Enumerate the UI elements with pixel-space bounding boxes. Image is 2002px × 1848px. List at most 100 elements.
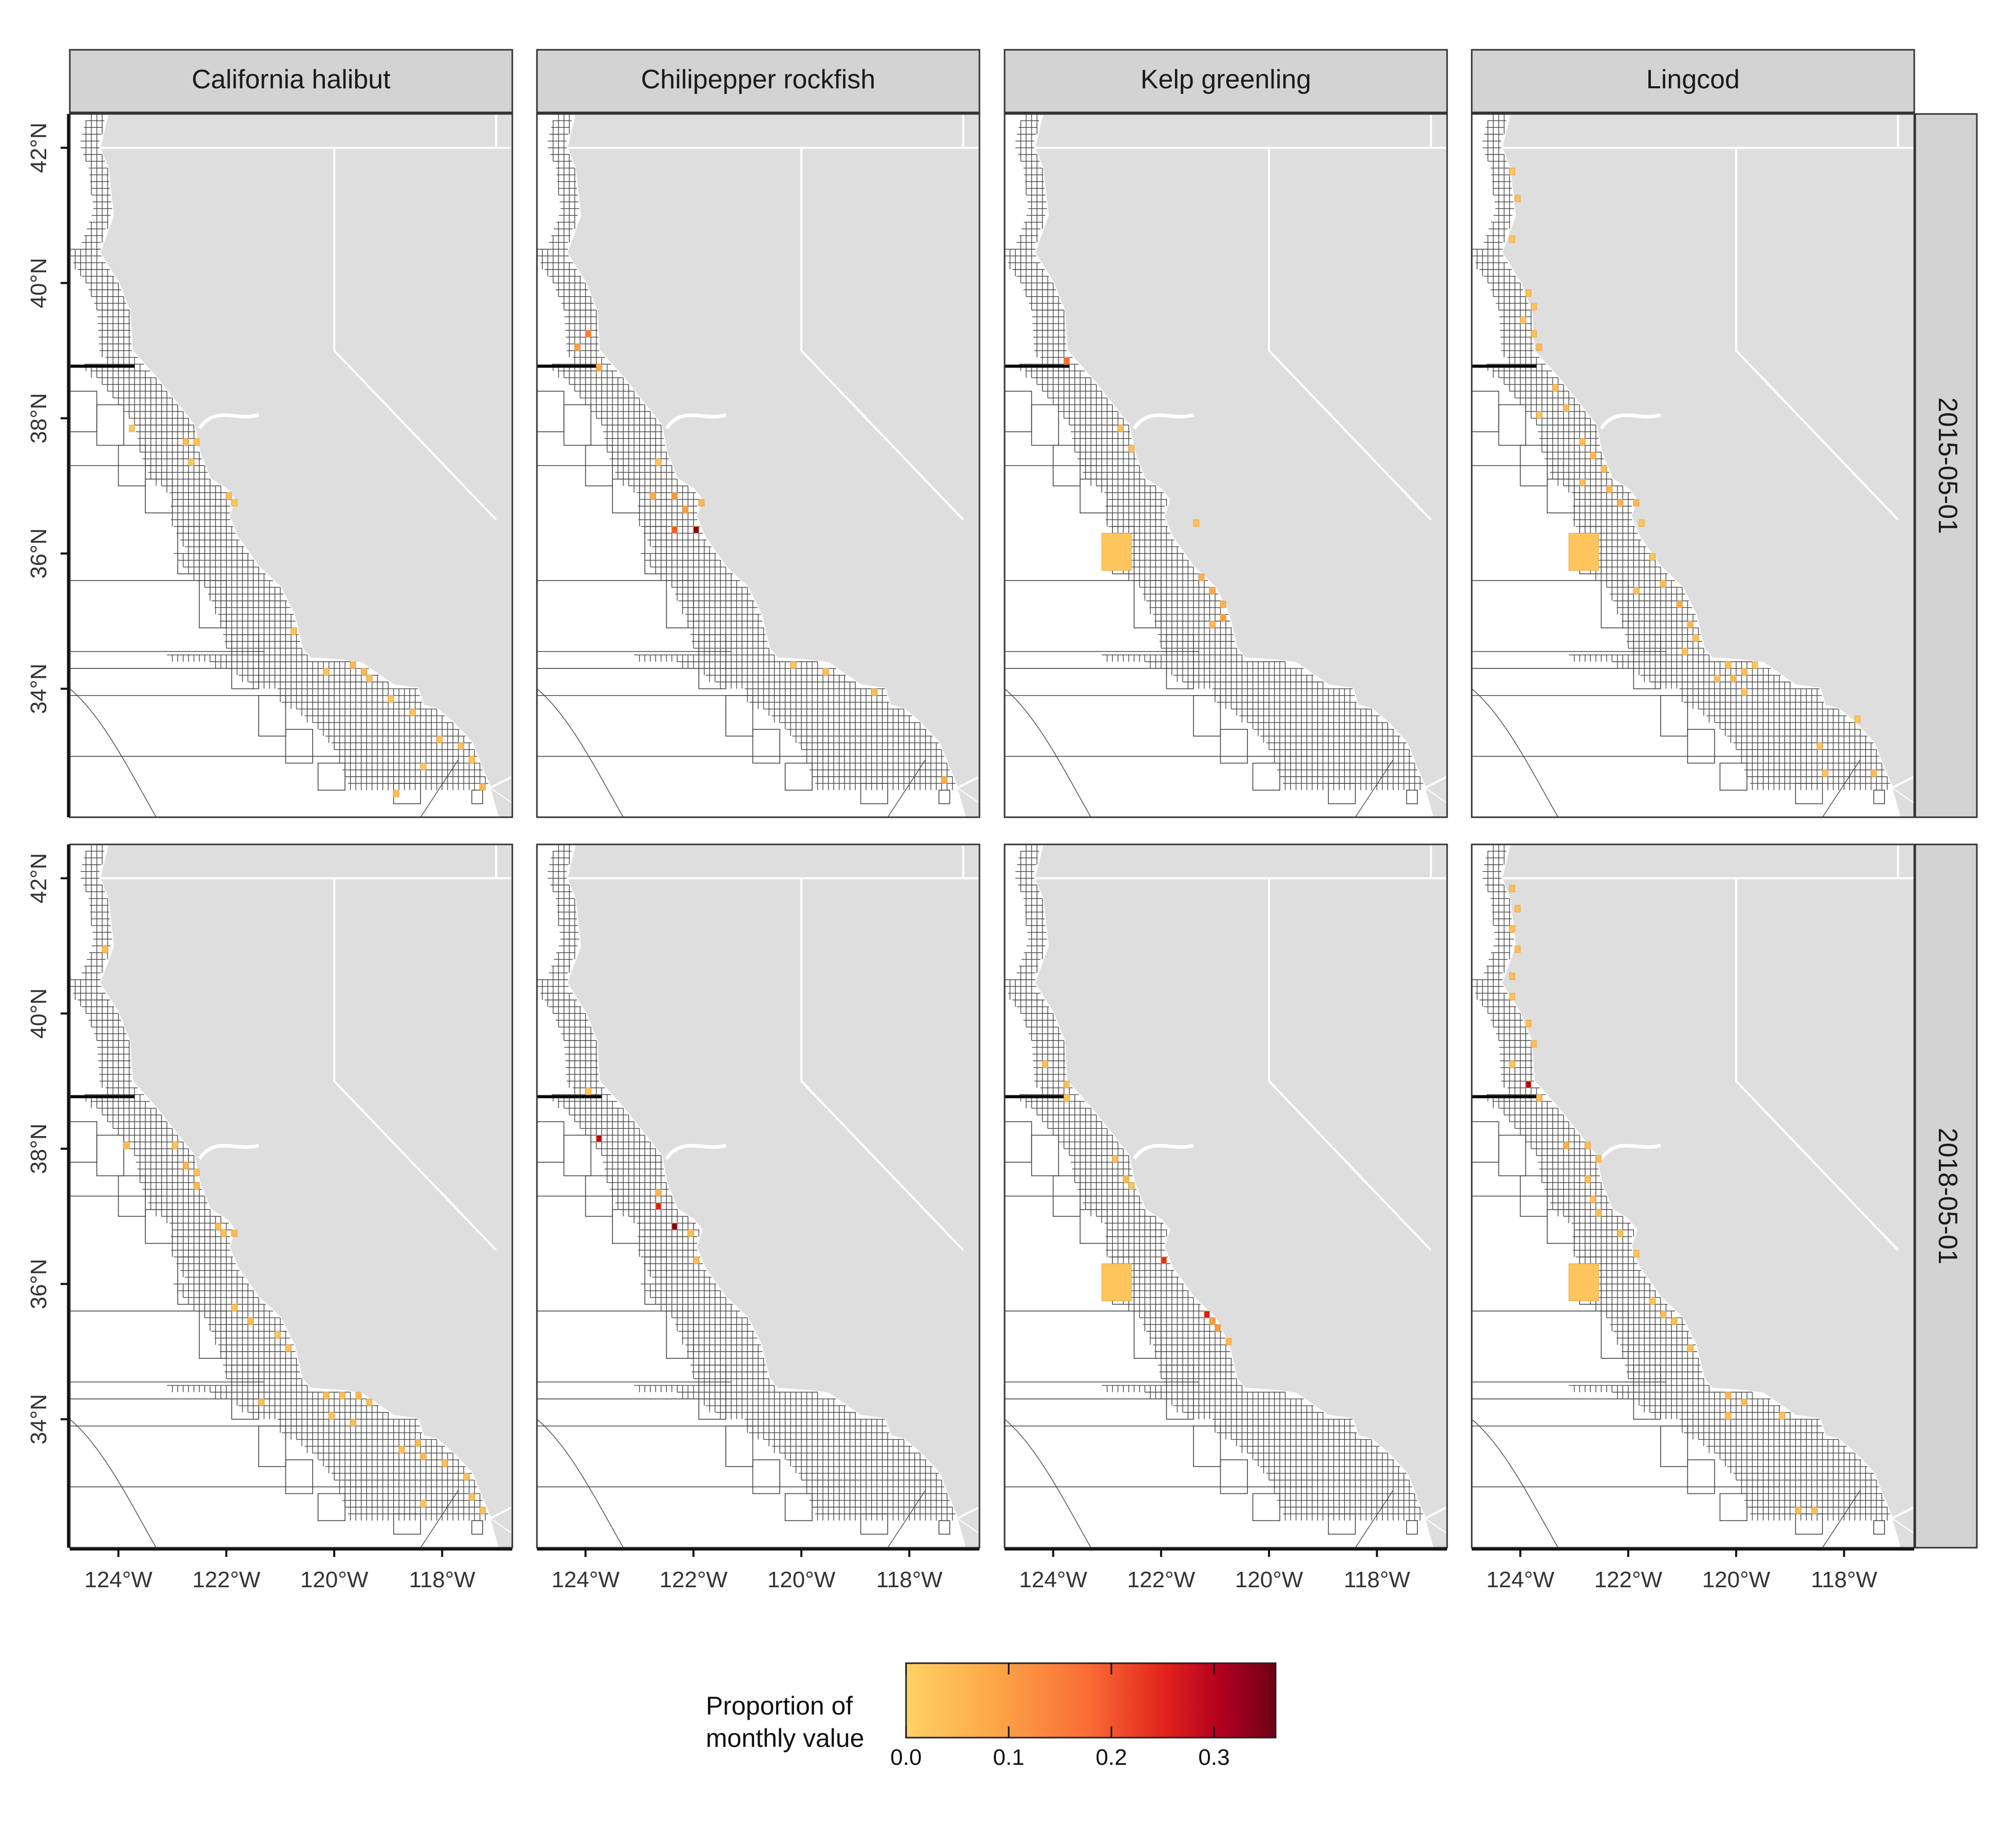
value-cell	[1725, 661, 1731, 669]
legend-tick-label: 0.3	[1198, 1745, 1229, 1770]
value-cell	[479, 783, 486, 791]
value-cell	[469, 1493, 475, 1501]
value-cell	[350, 1419, 356, 1427]
value-cell	[693, 1257, 699, 1264]
x-tick-label: 122°W	[660, 1567, 728, 1592]
value-cell	[693, 526, 699, 534]
value-cell	[596, 363, 602, 372]
state-borders	[70, 114, 512, 790]
value-cell	[1660, 580, 1666, 588]
value-cell	[1220, 614, 1226, 622]
value-cell	[102, 946, 108, 953]
value-cell	[655, 1202, 662, 1210]
y-tick-label: 42°N	[26, 853, 51, 903]
value-cell	[1590, 1196, 1596, 1203]
value-cell	[420, 1453, 427, 1460]
state-borders	[537, 844, 979, 1520]
y-tick-label: 36°N	[26, 528, 51, 579]
value-cell	[1714, 675, 1721, 683]
value-cell	[1633, 1249, 1640, 1258]
map-panel-kelp-greenling-2015	[1004, 113, 1448, 818]
value-cell	[1633, 499, 1640, 507]
fishing-grid	[537, 114, 956, 791]
value-cell	[1676, 600, 1683, 608]
x-tick-label: 122°W	[192, 1567, 261, 1592]
value-cell	[1112, 1155, 1119, 1163]
row-label-1: 2015-05-01	[1933, 397, 1962, 534]
offshore-blocks	[1005, 391, 1418, 817]
value-cell	[231, 1304, 238, 1312]
state-borders	[1005, 114, 1447, 790]
value-cell	[183, 438, 189, 446]
value-cell	[671, 1223, 678, 1230]
value-cell	[1064, 1081, 1070, 1088]
value-cell	[285, 1344, 292, 1352]
value-cell	[1520, 316, 1526, 324]
value-cell	[1660, 1311, 1666, 1318]
value-cell	[469, 756, 475, 764]
value-cell	[1064, 357, 1070, 364]
value-cell	[1101, 533, 1132, 571]
value-cell	[291, 627, 297, 635]
value-cell	[1509, 167, 1515, 176]
value-cell	[231, 1229, 238, 1237]
offshore-blocks	[70, 1121, 483, 1548]
fishing-grid	[1472, 114, 1891, 791]
value-cell	[1692, 634, 1699, 642]
y-tick-label: 34°N	[26, 1394, 51, 1445]
value-cell	[329, 1412, 335, 1420]
state-borders	[70, 844, 512, 1520]
value-cell	[1225, 1338, 1232, 1345]
value-cell	[1617, 1229, 1623, 1237]
value-cell	[1579, 438, 1586, 446]
value-cell	[1509, 235, 1515, 243]
value-cell	[1064, 1094, 1070, 1102]
value-cell	[1595, 1155, 1602, 1163]
fishing-grid	[1005, 844, 1423, 1521]
value-cell	[247, 1317, 254, 1325]
mexico-land	[490, 788, 512, 817]
value-cell	[1552, 384, 1558, 392]
value-cell	[1568, 1263, 1599, 1301]
value-cell	[1193, 519, 1199, 527]
value-cell	[339, 1392, 345, 1399]
x-tick-label: 118°W	[1811, 1567, 1878, 1592]
value-cell	[1563, 1142, 1569, 1149]
value-cell	[1579, 478, 1586, 487]
value-cell	[323, 668, 330, 676]
value-cell	[258, 1398, 264, 1406]
row-label-2: 2018-05-01	[1933, 1128, 1962, 1264]
column-label-3: Kelp greenling	[1141, 65, 1311, 94]
x-tick-label: 122°W	[1127, 1567, 1196, 1592]
y-tick-label: 34°N	[26, 664, 51, 714]
value-cell	[129, 425, 135, 432]
map-panel-california-halibut-2018	[69, 843, 513, 1549]
y-axis-top: 42°N 40°N 38°N 36°N 34°N	[26, 114, 70, 817]
value-cell	[687, 1229, 694, 1237]
value-cell	[1687, 621, 1693, 628]
value-cell	[871, 688, 877, 696]
value-cell	[274, 1331, 281, 1339]
colorbar	[905, 1662, 1277, 1739]
y-tick-label: 38°N	[26, 393, 51, 444]
value-cell	[1209, 587, 1216, 594]
value-cell	[398, 1446, 405, 1454]
value-cell	[655, 1189, 662, 1197]
x-tick-label: 120°W	[300, 1567, 369, 1592]
mexico-land	[1425, 788, 1447, 817]
value-cell	[1509, 884, 1515, 892]
map-panel-chilipepper-rockfish-2015	[536, 113, 980, 818]
value-cell	[1871, 769, 1877, 777]
value-cell	[188, 458, 195, 466]
value-cell	[409, 708, 416, 716]
mexico-land	[957, 1519, 979, 1548]
value-cell	[1649, 1297, 1656, 1305]
value-cell	[1536, 343, 1543, 351]
x-tick-label: 120°W	[767, 1567, 836, 1592]
value-cell	[1585, 1142, 1591, 1149]
x-tick-label: 124°W	[1019, 1567, 1087, 1592]
y-tick-label: 38°N	[26, 1124, 51, 1174]
value-cell	[436, 736, 442, 743]
map-panel-kelp-greenling-2018	[1004, 843, 1448, 1549]
